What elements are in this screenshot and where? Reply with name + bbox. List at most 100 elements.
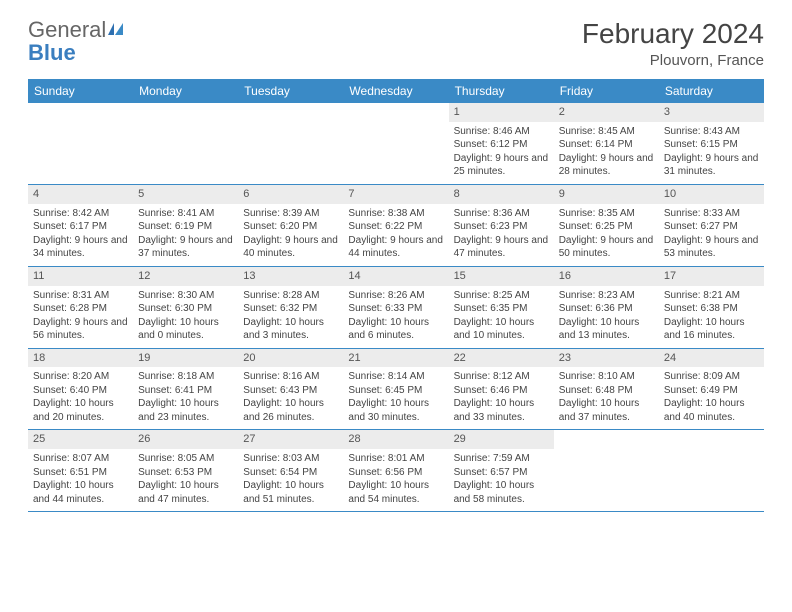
day-details: Sunrise: 8:05 AMSunset: 6:53 PMDaylight:… — [133, 449, 238, 511]
day-details: Sunrise: 8:23 AMSunset: 6:36 PMDaylight:… — [554, 286, 659, 348]
daylight-line: Daylight: 9 hours and 40 minutes. — [243, 234, 338, 261]
sunrise-line: Sunrise: 8:36 AM — [454, 207, 549, 221]
day-number: 8 — [449, 185, 554, 204]
sunrise-line: Sunrise: 8:09 AM — [664, 370, 759, 384]
daylight-line: Daylight: 9 hours and 44 minutes. — [348, 234, 443, 261]
day-cell: 5Sunrise: 8:41 AMSunset: 6:19 PMDaylight… — [133, 185, 238, 266]
sunset-line: Sunset: 6:49 PM — [664, 384, 759, 398]
day-number: 4 — [28, 185, 133, 204]
daylight-line: Daylight: 10 hours and 16 minutes. — [664, 316, 759, 343]
day-cell: 8Sunrise: 8:36 AMSunset: 6:23 PMDaylight… — [449, 185, 554, 266]
daylight-line: Daylight: 10 hours and 47 minutes. — [138, 479, 233, 506]
day-number: 21 — [343, 349, 448, 368]
sunset-line: Sunset: 6:12 PM — [454, 138, 549, 152]
sunset-line: Sunset: 6:22 PM — [348, 220, 443, 234]
daylight-line: Daylight: 10 hours and 58 minutes. — [454, 479, 549, 506]
sunset-line: Sunset: 6:25 PM — [559, 220, 654, 234]
sunset-line: Sunset: 6:57 PM — [454, 466, 549, 480]
day-number — [238, 103, 343, 122]
day-cell — [554, 430, 659, 511]
calendar-week: 25Sunrise: 8:07 AMSunset: 6:51 PMDayligh… — [28, 430, 764, 512]
sunset-line: Sunset: 6:20 PM — [243, 220, 338, 234]
sunset-line: Sunset: 6:41 PM — [138, 384, 233, 398]
day-number: 7 — [343, 185, 448, 204]
day-cell: 24 Sunrise: 8:09 AMSunset: 6:49 PMDayligh… — [659, 349, 764, 430]
day-number — [133, 103, 238, 122]
daylight-line: Daylight: 10 hours and 3 minutes. — [243, 316, 338, 343]
day-cell — [343, 103, 448, 184]
daylight-line: Daylight: 9 hours and 50 minutes. — [559, 234, 654, 261]
day-cell: 26Sunrise: 8:05 AMSunset: 6:53 PMDayligh… — [133, 430, 238, 511]
daylight-line: Daylight: 9 hours and 34 minutes. — [33, 234, 128, 261]
day-number: 24 — [659, 349, 764, 368]
daylight-line: Daylight: 10 hours and 54 minutes. — [348, 479, 443, 506]
sunrise-line: Sunrise: 8:35 AM — [559, 207, 654, 221]
day-number: 27 — [238, 430, 343, 449]
sunrise-line: Sunrise: 8:25 AM — [454, 289, 549, 303]
day-cell: 15Sunrise: 8:25 AMSunset: 6:35 PMDayligh… — [449, 267, 554, 348]
sunrise-line: Sunrise: 8:31 AM — [33, 289, 128, 303]
day-number: 6 — [238, 185, 343, 204]
daylight-line: Daylight: 10 hours and 33 minutes. — [454, 397, 549, 424]
weekday-header: Friday — [554, 79, 659, 103]
day-number: 26 — [133, 430, 238, 449]
sunset-line: Sunset: 6:17 PM — [33, 220, 128, 234]
day-number: 13 — [238, 267, 343, 286]
sunrise-line: Sunrise: 8:42 AM — [33, 207, 128, 221]
day-number: 2 — [554, 103, 659, 122]
sunrise-line: Sunrise: 8:43 AM — [664, 125, 759, 139]
sunset-line: Sunset: 6:27 PM — [664, 220, 759, 234]
day-details: Sunrise: 8:30 AMSunset: 6:30 PMDaylight:… — [133, 286, 238, 348]
day-cell: 11Sunrise: 8:31 AMSunset: 6:28 PMDayligh… — [28, 267, 133, 348]
day-details: Sunrise: 8:14 AMSunset: 6:45 PMDaylight:… — [343, 367, 448, 429]
sunset-line: Sunset: 6:51 PM — [33, 466, 128, 480]
day-details: Sunrise: 8:28 AMSunset: 6:32 PMDaylight:… — [238, 286, 343, 348]
daylight-line: Daylight: 10 hours and 13 minutes. — [559, 316, 654, 343]
day-details: Sunrise: 8:42 AMSunset: 6:17 PMDaylight:… — [28, 204, 133, 266]
day-details: Sunrise: 8:25 AMSunset: 6:35 PMDaylight:… — [449, 286, 554, 348]
sunrise-line: Sunrise: 8:01 AM — [348, 452, 443, 466]
day-number: 22 — [449, 349, 554, 368]
daylight-line: Daylight: 10 hours and 51 minutes. — [243, 479, 338, 506]
sunrise-line: Sunrise: 8:45 AM — [559, 125, 654, 139]
daylight-line: Daylight: 10 hours and 0 minutes. — [138, 316, 233, 343]
day-number — [343, 103, 448, 122]
day-number: 18 — [28, 349, 133, 368]
sunset-line: Sunset: 6:15 PM — [664, 138, 759, 152]
brand-part1: General — [28, 17, 106, 42]
sunset-line: Sunset: 6:30 PM — [138, 302, 233, 316]
brand-logo: General Blue — [28, 18, 126, 64]
day-details: Sunrise: 8:33 AMSunset: 6:27 PMDaylight:… — [659, 204, 764, 266]
day-number: 15 — [449, 267, 554, 286]
day-number: 17 — [659, 267, 764, 286]
daylight-line: Daylight: 10 hours and 10 minutes. — [454, 316, 549, 343]
daylight-line: Daylight: 9 hours and 56 minutes. — [33, 316, 128, 343]
day-details: Sunrise: 8:39 AMSunset: 6:20 PMDaylight:… — [238, 204, 343, 266]
sunset-line: Sunset: 6:38 PM — [664, 302, 759, 316]
calendar-week: 18Sunrise: 8:20 AMSunset: 6:40 PMDayligh… — [28, 349, 764, 431]
weekday-header: Thursday — [449, 79, 554, 103]
day-number: 9 — [554, 185, 659, 204]
day-cell: 1Sunrise: 8:46 AMSunset: 6:12 PMDaylight… — [449, 103, 554, 184]
sunrise-line: Sunrise: 8:26 AM — [348, 289, 443, 303]
day-number: 25 — [28, 430, 133, 449]
daylight-line: Daylight: 10 hours and 40 minutes. — [664, 397, 759, 424]
sunset-line: Sunset: 6:36 PM — [559, 302, 654, 316]
sunset-line: Sunset: 6:23 PM — [454, 220, 549, 234]
day-number: 20 — [238, 349, 343, 368]
sunset-line: Sunset: 6:56 PM — [348, 466, 443, 480]
day-cell: 19Sunrise: 8:18 AMSunset: 6:41 PMDayligh… — [133, 349, 238, 430]
sunset-line: Sunset: 6:35 PM — [454, 302, 549, 316]
daylight-line: Daylight: 9 hours and 31 minutes. — [664, 152, 759, 179]
day-number: 12 — [133, 267, 238, 286]
sunrise-line: Sunrise: 8:12 AM — [454, 370, 549, 384]
day-number: 10 — [659, 185, 764, 204]
day-cell: 20Sunrise: 8:16 AMSunset: 6:43 PMDayligh… — [238, 349, 343, 430]
day-number: 14 — [343, 267, 448, 286]
day-number: 11 — [28, 267, 133, 286]
sunset-line: Sunset: 6:40 PM — [33, 384, 128, 398]
day-number: 16 — [554, 267, 659, 286]
day-cell: 29Sunrise: 7:59 AMSunset: 6:57 PMDayligh… — [449, 430, 554, 511]
day-number: 3 — [659, 103, 764, 122]
daylight-line: Daylight: 9 hours and 37 minutes. — [138, 234, 233, 261]
